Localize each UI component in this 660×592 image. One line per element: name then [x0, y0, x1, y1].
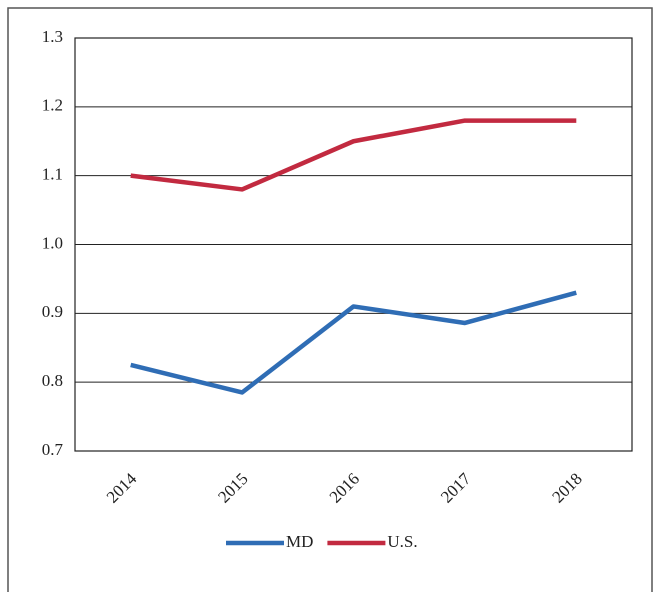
y-tick-label: 1.2 — [42, 96, 63, 115]
y-tick-label: 1.0 — [42, 233, 63, 252]
legend-label: MD — [286, 532, 313, 551]
y-tick-label: 1.3 — [42, 27, 63, 46]
series-line — [130, 290, 577, 395]
legend-label: U.S. — [387, 532, 417, 551]
y-tick-label: 0.8 — [42, 371, 63, 390]
y-tick-label: 0.7 — [42, 440, 64, 459]
y-tick-label: 1.1 — [42, 165, 63, 184]
plot-frame — [74, 37, 633, 452]
series-line — [130, 118, 577, 192]
y-tick-label: 0.9 — [42, 302, 63, 321]
